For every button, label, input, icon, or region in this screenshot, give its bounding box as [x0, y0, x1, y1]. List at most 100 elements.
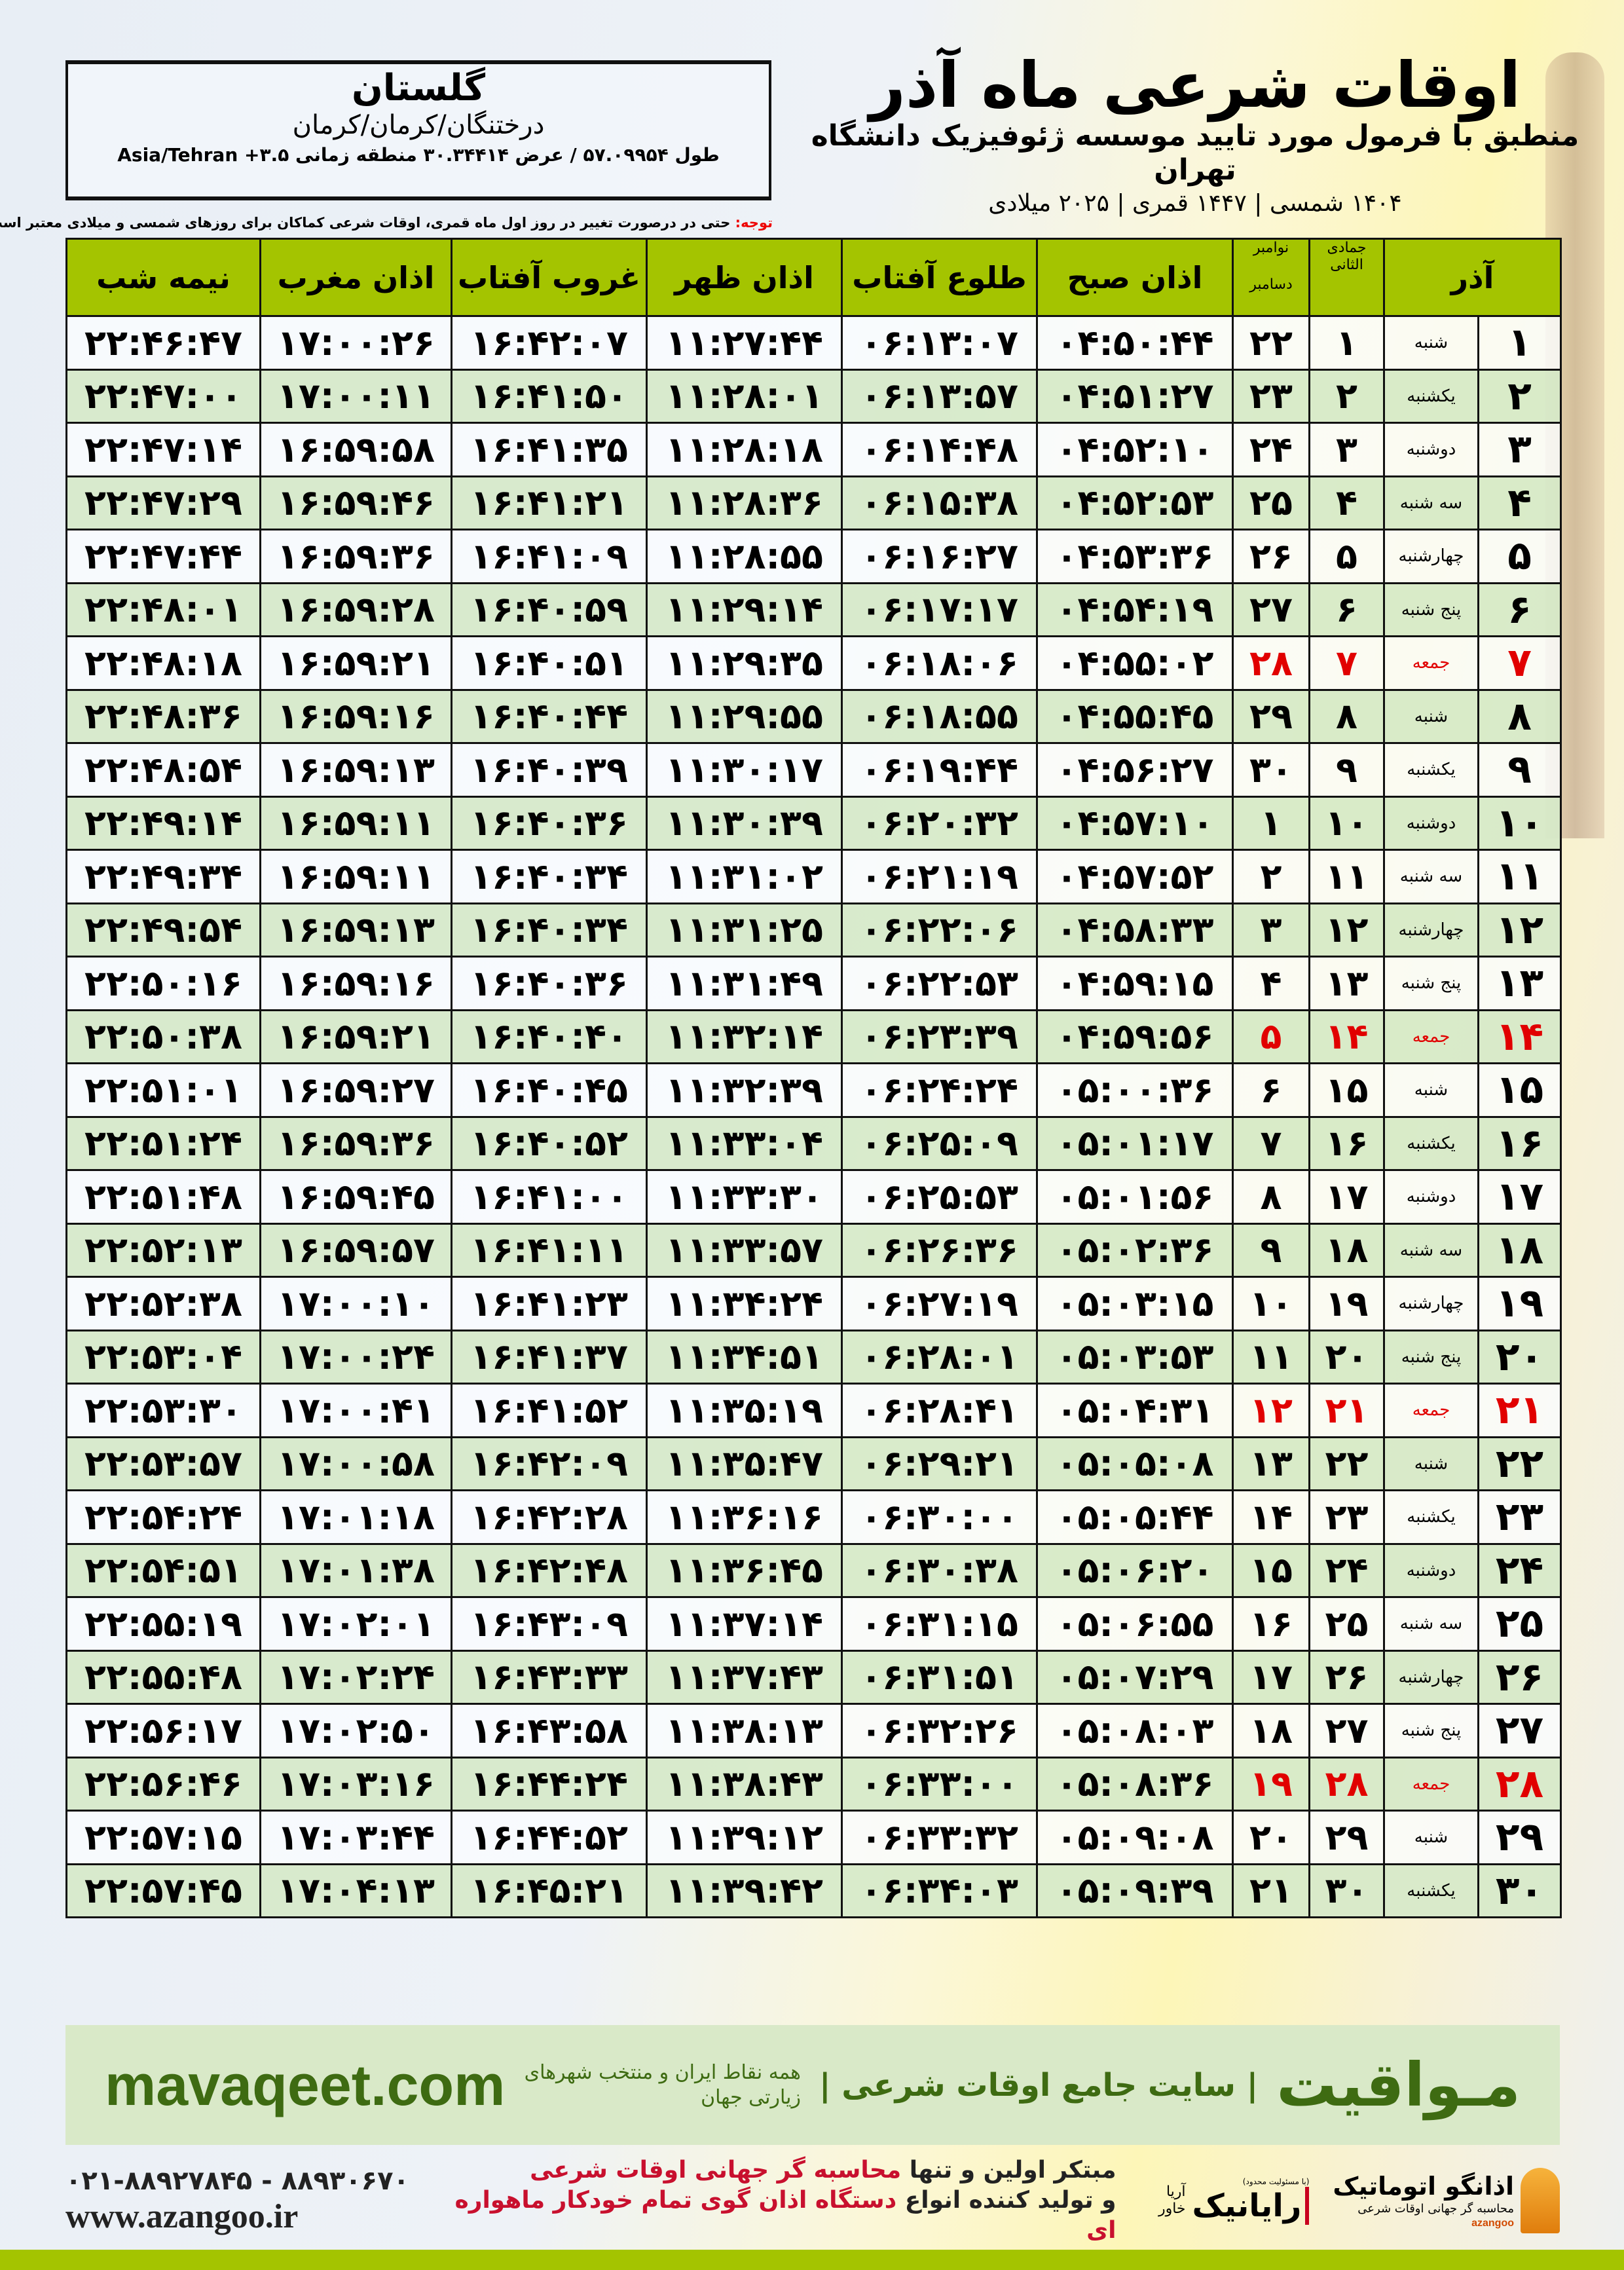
maghreb-time: ۱۶:۵۹:۱۳ — [259, 742, 452, 798]
ghorub-time: ۱۶:۴۱:۵۰ — [451, 368, 648, 424]
sobh-time: ۰۵:۰۳:۱۵ — [1036, 1276, 1234, 1331]
weekday: پنج شنبه — [1382, 582, 1480, 637]
zohr-time: ۱۱:۳۳:۰۴ — [646, 1115, 843, 1171]
zohr-time: ۱۱:۳۱:۲۵ — [646, 902, 843, 958]
ghorub-time: ۱۶:۴۰:۳۹ — [451, 742, 648, 798]
gregorian-day: ۷ — [1232, 1115, 1310, 1171]
maghreb-time: ۱۷:۰۰:۱۱ — [259, 368, 452, 424]
maghreb-time: ۱۷:۰۲:۵۰ — [259, 1703, 452, 1758]
table-row: ۹ یکشنبه ۹ ۳۰ ۰۴:۵۶:۲۷ ۰۶:۱۹:۴۴ ۱۱:۳۰:۱۷ ۱۶:۴۰:… — [65, 742, 1562, 798]
day: ۱۶ — [1477, 1115, 1562, 1171]
sobh-time: ۰۵:۰۶:۵۵ — [1036, 1596, 1234, 1652]
promo-text: مبتکر اولین و تنها محاسبه گر جهانی اوقات… — [433, 2155, 1116, 2246]
zohr-time: ۱۱:۳۵:۱۹ — [646, 1383, 843, 1438]
day: ۹ — [1477, 742, 1562, 798]
ghorub-time: ۱۶:۴۲:۴۸ — [451, 1542, 648, 1598]
day: ۲ — [1477, 368, 1562, 424]
zohr-time: ۱۱:۳۷:۱۴ — [646, 1596, 843, 1652]
weekday: دوشنبه — [1382, 1542, 1480, 1598]
table-row: ۴ سه شنبه ۴ ۲۵ ۰۴:۵۲:۵۳ ۰۶:۱۵:۳۸ ۱۱:۲۸:۳۶ ۱۶:۴۱… — [65, 475, 1562, 530]
contact-info: ۰۲۱-۸۸۹۲۷۸۴۵ - ۸۸۹۳۰۶۷۰ www.azangoo.ir — [65, 2165, 409, 2237]
mavaqeet-link[interactable]: mavaqeet.com — [105, 2052, 506, 2117]
nime-time: ۲۲:۵۳:۰۴ — [65, 1329, 261, 1385]
city-names: درختنگان/کرمان/کرمان — [292, 110, 545, 140]
gregorian-day: ۱۴ — [1232, 1489, 1310, 1545]
weekday: جمعه — [1382, 1383, 1480, 1438]
nime-time: ۲۲:۵۶:۱۷ — [65, 1703, 261, 1758]
ghorub-time: ۱۶:۴۰:۳۶ — [451, 956, 648, 1011]
sobh-time: ۰۵:۰۰:۳۶ — [1036, 1062, 1234, 1118]
sobh-time: ۰۴:۵۷:۱۰ — [1036, 795, 1234, 851]
nime-time: ۲۲:۴۷:۰۰ — [65, 368, 261, 424]
rayanik-legal: (با مسئولیت محدود) — [1242, 2177, 1310, 2186]
zohr-time: ۱۱:۲۹:۳۵ — [646, 635, 843, 691]
hijri-day: ۱۴ — [1308, 1009, 1385, 1064]
maghreb-time: ۱۷:۰۰:۲۶ — [259, 315, 452, 371]
nime-time: ۲۲:۵۴:۵۱ — [65, 1542, 261, 1598]
ghorub-time: ۱۶:۴۳:۰۹ — [451, 1596, 648, 1652]
maghreb-time: ۱۷:۰۰:۲۴ — [259, 1329, 452, 1385]
table-row: ۲۱ جمعه ۲۱ ۱۲ ۰۵:۰۴:۳۱ ۰۶:۲۸:۴۱ ۱۱:۳۵:۱۹ ۱۶:۴۱:… — [65, 1383, 1562, 1438]
zohr-time: ۱۱:۳۹:۴۲ — [646, 1863, 843, 1918]
hijri-day: ۸ — [1308, 688, 1385, 744]
gregorian-day: ۱ — [1232, 795, 1310, 851]
hijri-day: ۲۲ — [1308, 1436, 1385, 1491]
gregorian-day: ۱۷ — [1232, 1649, 1310, 1705]
location-box: گلستان درختنگان/کرمان/کرمان طول ۵۷.۰۹۹۵۴… — [65, 60, 771, 200]
day: ۷ — [1477, 635, 1562, 691]
day: ۱۸ — [1477, 1222, 1562, 1278]
maghreb-time: ۱۷:۰۰:۵۸ — [259, 1436, 452, 1491]
day: ۲۳ — [1477, 1489, 1562, 1545]
gregorian-day: ۲ — [1232, 849, 1310, 904]
gregorian-day: ۲۵ — [1232, 475, 1310, 530]
azangoo-link[interactable]: www.azangoo.ir — [65, 2198, 299, 2235]
maghreb-time: ۱۶:۵۹:۱۶ — [259, 956, 452, 1011]
ghorub-time: ۱۶:۴۱:۲۳ — [451, 1276, 648, 1331]
weekday: دوشنبه — [1382, 422, 1480, 477]
table-row: ۱ شنبه ۱ ۲۲ ۰۴:۵۰:۴۴ ۰۶:۱۳:۰۷ ۱۱:۲۷:۴۴ ۱۶:۴۲:۰۷… — [65, 315, 1562, 371]
zohr-time: ۱۱:۲۸:۵۵ — [646, 529, 843, 584]
day: ۲۷ — [1477, 1703, 1562, 1758]
table-row: ۲۸ جمعه ۲۸ ۱۹ ۰۵:۰۸:۳۶ ۰۶:۳۳:۰۰ ۱۱:۳۸:۴۳ ۱۶:۴۴:… — [65, 1756, 1562, 1812]
gregorian-day: ۱۱ — [1232, 1329, 1310, 1385]
nime-time: ۲۲:۵۵:۱۹ — [65, 1596, 261, 1652]
tolu-time: ۰۶:۳۰:۰۰ — [841, 1489, 1038, 1545]
rayanik-logo: (با مسئولیت محدود) رایانیک آریا خاور — [1140, 2176, 1310, 2225]
hijri-day: ۴ — [1308, 475, 1385, 530]
tolu-time: ۰۶:۱۵:۳۸ — [841, 475, 1038, 530]
tolu-time: ۰۶:۱۳:۵۷ — [841, 368, 1038, 424]
weekday: یکشنبه — [1382, 742, 1480, 798]
gregorian-day: ۳۰ — [1232, 742, 1310, 798]
tolu-time: ۰۶:۳۴:۰۳ — [841, 1863, 1038, 1918]
maghreb-time: ۱۶:۵۹:۲۱ — [259, 635, 452, 691]
table-row: ۶ پنج شنبه ۶ ۲۷ ۰۴:۵۴:۱۹ ۰۶:۱۷:۱۷ ۱۱:۲۹:۱۴ ۱۶:۴… — [65, 582, 1562, 637]
sobh-time: ۰۵:۰۳:۵۳ — [1036, 1329, 1234, 1385]
day: ۲۱ — [1477, 1383, 1562, 1438]
promo-line1: مبتکر اولین و تنها — [901, 2157, 1116, 2184]
ghorub-time: ۱۶:۴۲:۲۸ — [451, 1489, 648, 1545]
sobh-time: ۰۵:۰۴:۳۱ — [1036, 1383, 1234, 1438]
hijri-day: ۵ — [1308, 529, 1385, 584]
table-row: ۲۹ شنبه ۲۹ ۲۰ ۰۵:۰۹:۰۸ ۰۶:۳۳:۳۲ ۱۱:۳۹:۱۲ ۱۶:۴۴:… — [65, 1810, 1562, 1865]
weekday: جمعه — [1382, 1009, 1480, 1064]
nime-time: ۲۲:۵۱:۴۸ — [65, 1169, 261, 1225]
day: ۲۹ — [1477, 1810, 1562, 1865]
hijri-day: ۷ — [1308, 635, 1385, 691]
ghorub-time: ۱۶:۴۱:۱۱ — [451, 1222, 648, 1278]
nime-time: ۲۲:۵۷:۱۵ — [65, 1810, 261, 1865]
coordinates: طول ۵۷.۰۹۹۵۴ / عرض ۳۰.۳۴۴۱۴ منطقه زمانی … — [117, 144, 720, 166]
maghreb-time: ۱۶:۵۹:۱۶ — [259, 688, 452, 744]
tolu-time: ۰۶:۲۷:۱۹ — [841, 1276, 1038, 1331]
gregorian-day: ۶ — [1232, 1062, 1310, 1118]
header-hijri: جمادی الثانی — [1308, 238, 1385, 317]
day: ۲۵ — [1477, 1596, 1562, 1652]
zohr-time: ۱۱:۳۷:۴۳ — [646, 1649, 843, 1705]
page-title: اوقات شرعی ماه آذر — [869, 48, 1521, 122]
day: ۲۰ — [1477, 1329, 1562, 1385]
ghorub-time: ۱۶:۴۰:۵۲ — [451, 1115, 648, 1171]
gregorian-day: ۱۳ — [1232, 1436, 1310, 1491]
weekday: یکشنبه — [1382, 1863, 1480, 1918]
tolu-time: ۰۶:۳۳:۳۲ — [841, 1810, 1038, 1865]
nime-time: ۲۲:۴۹:۳۴ — [65, 849, 261, 904]
hijri-day: ۳۰ — [1308, 1863, 1385, 1918]
